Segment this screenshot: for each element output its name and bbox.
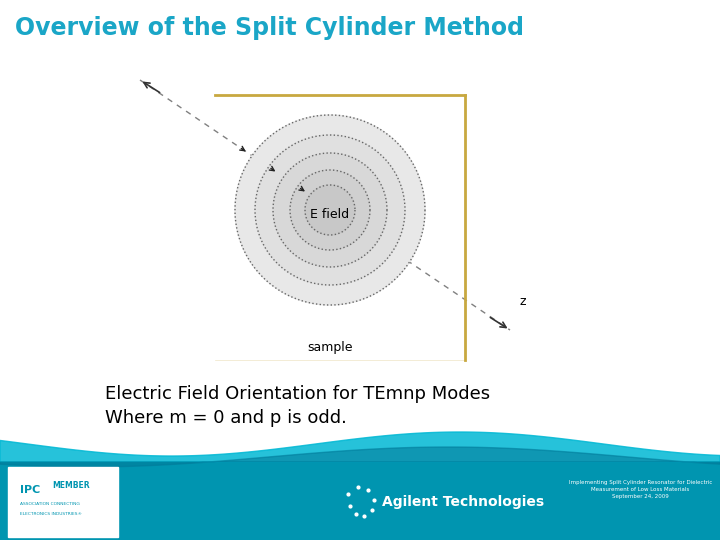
Text: Overview of the Split Cylinder Method: Overview of the Split Cylinder Method [15,16,524,40]
Polygon shape [290,170,370,250]
Polygon shape [305,185,355,235]
Text: sample: sample [307,341,353,354]
Text: ASSOCIATION CONNECTING: ASSOCIATION CONNECTING [20,502,80,506]
Polygon shape [273,153,387,267]
Text: ELECTRONICS INDUSTRIES®: ELECTRONICS INDUSTRIES® [20,512,82,516]
Text: Electric Field Orientation for TEmnp Modes
Where m = 0 and p is odd.: Electric Field Orientation for TEmnp Mod… [105,385,490,427]
Text: MEMBER: MEMBER [52,482,89,490]
Text: Agilent Technologies: Agilent Technologies [382,495,544,509]
Polygon shape [255,135,405,285]
Text: IPC: IPC [20,485,40,495]
Text: Implementing Split Cylinder Resonator for Dielectric
Measurement of Low Loss Mat: Implementing Split Cylinder Resonator fo… [569,480,712,499]
Polygon shape [235,115,425,305]
Bar [8,467,118,537]
Text: E field: E field [310,208,350,221]
Bar [0,462,720,540]
Text: z: z [520,295,526,308]
